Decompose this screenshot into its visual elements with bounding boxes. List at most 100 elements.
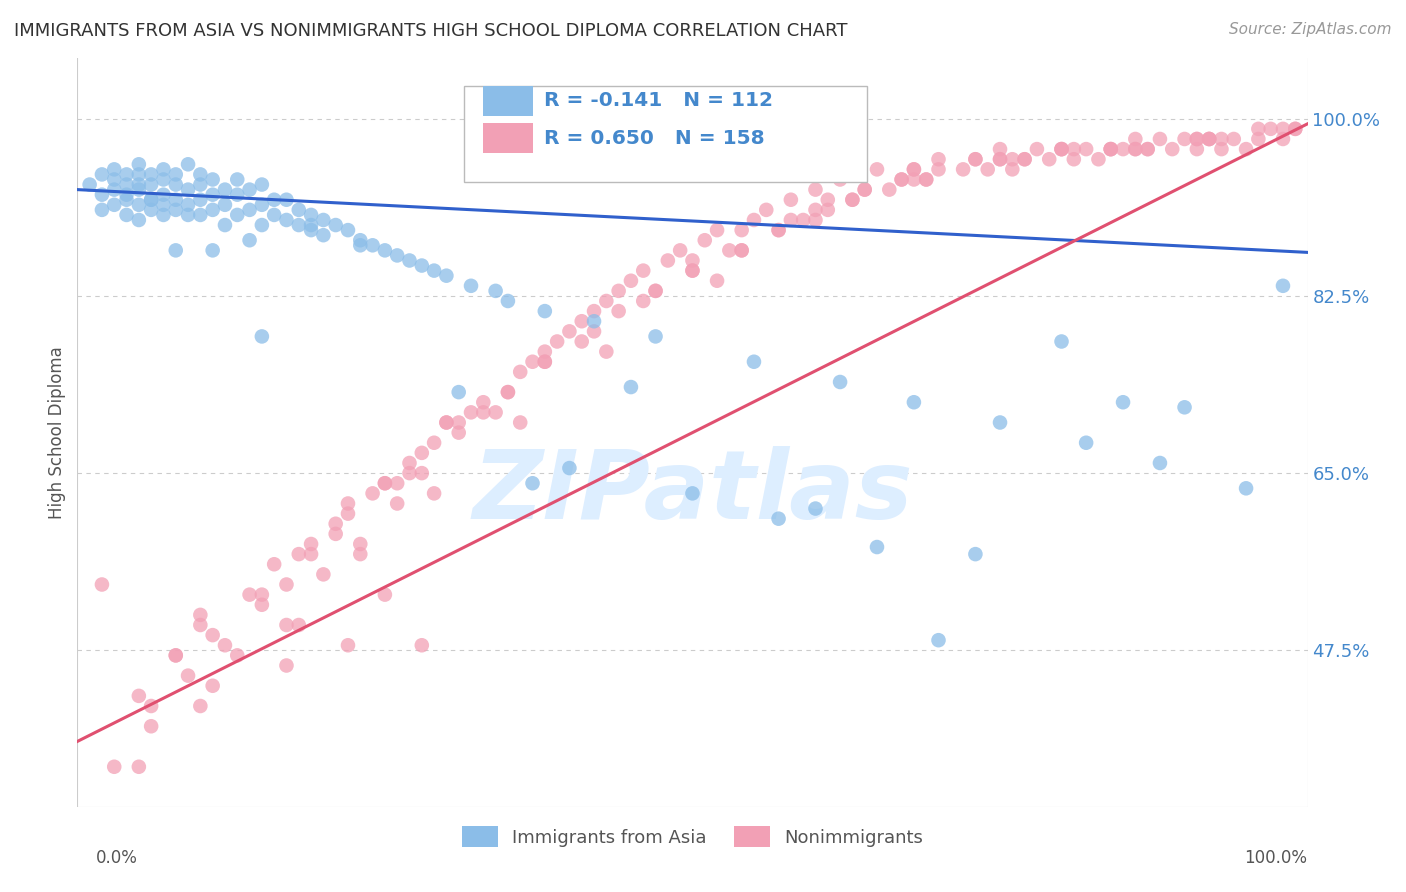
- Point: [1234, 481, 1257, 495]
- Point: [128, 689, 150, 703]
- Point: [1112, 395, 1135, 409]
- Point: [1174, 401, 1197, 415]
- Point: [1125, 132, 1147, 146]
- Point: [128, 157, 150, 171]
- Point: [1050, 142, 1073, 156]
- Point: [804, 202, 827, 217]
- Point: [731, 244, 754, 258]
- Point: [534, 355, 557, 369]
- Point: [312, 213, 335, 227]
- Point: [423, 263, 446, 277]
- Point: [276, 618, 298, 632]
- Point: [349, 547, 371, 561]
- Y-axis label: High School Diploma: High School Diploma: [48, 346, 66, 519]
- Point: [374, 476, 396, 491]
- Point: [90, 168, 114, 182]
- Point: [276, 658, 298, 673]
- Point: [385, 496, 409, 510]
- Point: [103, 183, 125, 197]
- Point: [496, 385, 519, 400]
- Point: [460, 278, 482, 293]
- Point: [263, 558, 285, 572]
- Point: [411, 446, 433, 460]
- Point: [299, 218, 322, 232]
- Point: [607, 284, 630, 298]
- Point: [644, 329, 666, 343]
- Point: [103, 760, 125, 774]
- Point: [128, 168, 150, 182]
- Point: [411, 466, 433, 480]
- Point: [1234, 142, 1257, 156]
- Point: [325, 527, 347, 541]
- Point: [1063, 153, 1085, 167]
- Point: [1136, 142, 1159, 156]
- Point: [693, 233, 716, 247]
- Point: [915, 172, 938, 186]
- Point: [742, 213, 765, 227]
- Point: [349, 537, 371, 551]
- Point: [312, 228, 335, 243]
- Point: [398, 466, 420, 480]
- Point: [288, 618, 311, 632]
- Point: [385, 248, 409, 262]
- Point: [1050, 142, 1073, 156]
- Point: [1076, 142, 1098, 156]
- FancyBboxPatch shape: [464, 86, 868, 182]
- Point: [226, 208, 249, 222]
- Point: [460, 405, 482, 419]
- Point: [152, 172, 174, 186]
- Point: [103, 198, 125, 212]
- Point: [928, 633, 950, 648]
- Point: [201, 202, 224, 217]
- Point: [768, 223, 790, 237]
- Point: [312, 567, 335, 582]
- FancyBboxPatch shape: [484, 86, 533, 116]
- Point: [928, 153, 950, 167]
- Point: [830, 172, 852, 186]
- Point: [903, 172, 925, 186]
- Point: [558, 324, 581, 338]
- Point: [1198, 132, 1220, 146]
- Point: [1272, 121, 1295, 136]
- Point: [115, 168, 138, 182]
- Point: [1050, 334, 1073, 349]
- Text: ZIPatlas: ZIPatlas: [472, 446, 912, 539]
- Point: [250, 178, 273, 192]
- Point: [250, 329, 273, 343]
- Point: [903, 162, 925, 177]
- Point: [571, 314, 593, 328]
- Point: [742, 355, 765, 369]
- Point: [706, 274, 728, 288]
- Point: [1099, 142, 1122, 156]
- Point: [374, 244, 396, 258]
- Point: [534, 344, 557, 359]
- Point: [337, 507, 360, 521]
- Point: [1001, 162, 1024, 177]
- Point: [349, 233, 371, 247]
- Point: [214, 198, 236, 212]
- Point: [165, 202, 187, 217]
- Point: [988, 142, 1011, 156]
- Point: [879, 183, 901, 197]
- Point: [1001, 153, 1024, 167]
- Point: [141, 698, 163, 713]
- Point: [1014, 153, 1036, 167]
- Point: [890, 172, 912, 186]
- Point: [583, 304, 606, 318]
- Point: [731, 223, 754, 237]
- Point: [177, 157, 200, 171]
- Point: [374, 476, 396, 491]
- Point: [1076, 435, 1098, 450]
- Point: [657, 253, 679, 268]
- Point: [496, 385, 519, 400]
- Point: [361, 486, 384, 500]
- Point: [152, 198, 174, 212]
- Point: [644, 284, 666, 298]
- Point: [915, 172, 938, 186]
- Point: [337, 638, 360, 652]
- Point: [841, 193, 863, 207]
- Point: [583, 324, 606, 338]
- Point: [165, 193, 187, 207]
- Point: [1136, 142, 1159, 156]
- Point: [534, 355, 557, 369]
